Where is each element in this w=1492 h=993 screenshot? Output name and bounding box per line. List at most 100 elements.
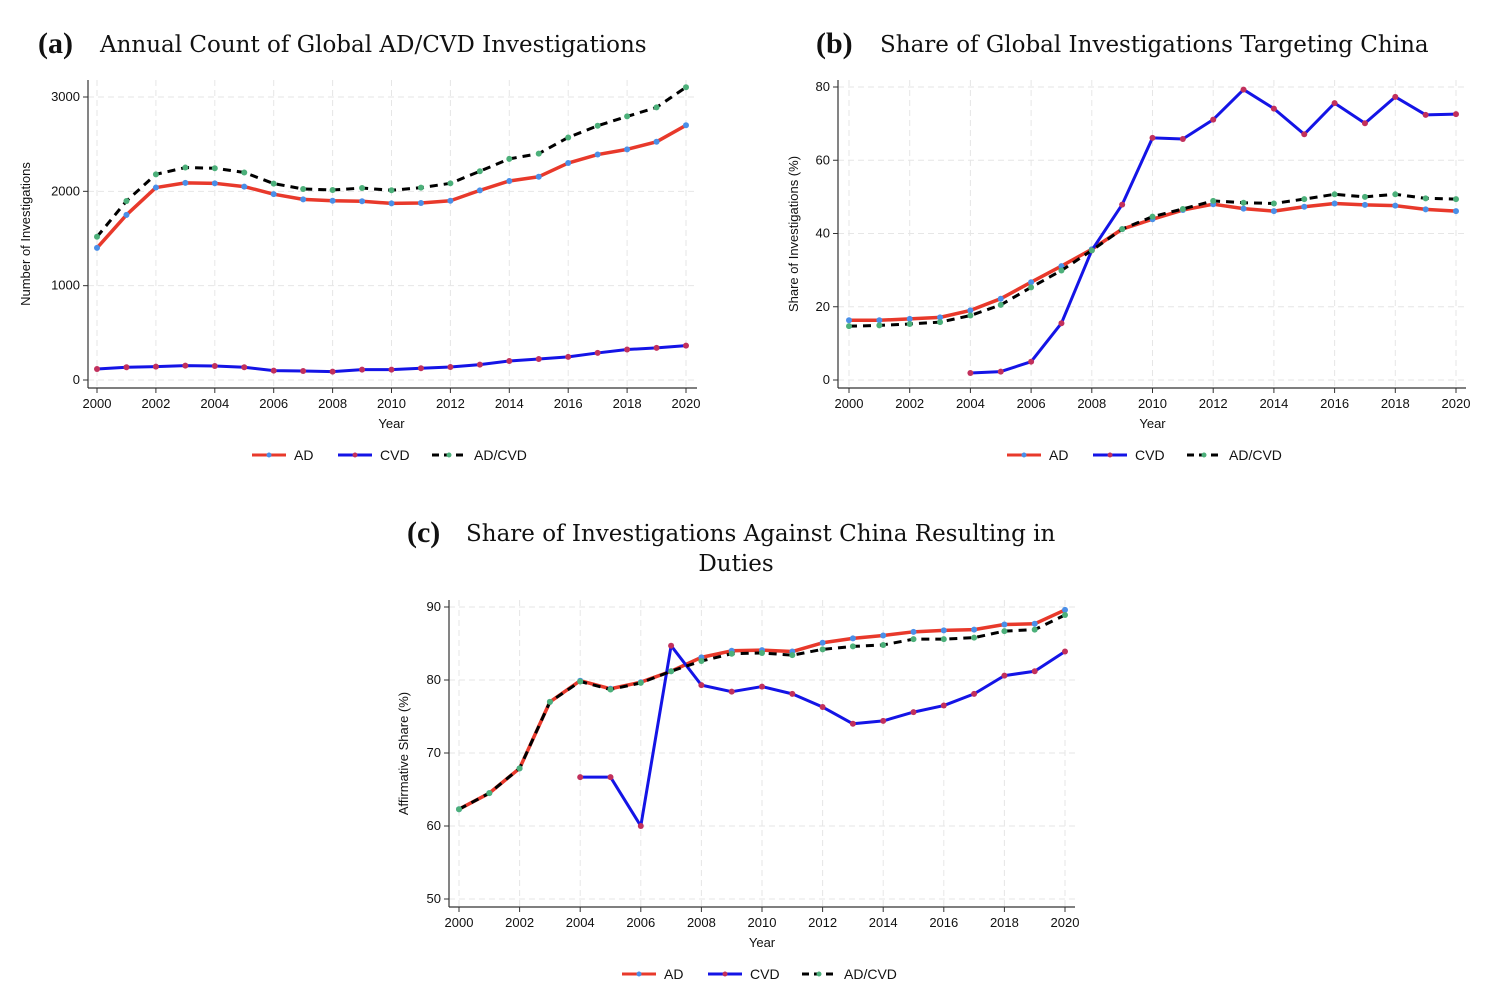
- data-point-ad: [1062, 606, 1068, 613]
- x-tick-label: 2010: [377, 396, 406, 411]
- data-point-cvd: [997, 368, 1004, 375]
- x-tick-label: 2004: [956, 396, 985, 411]
- data-point-ad-cvd: [607, 686, 614, 693]
- data-point-cvd: [789, 690, 796, 697]
- legend-label: AD/CVD: [844, 966, 897, 982]
- data-point-ad-cvd: [241, 169, 248, 176]
- legend: AD CVD AD/CVD: [622, 966, 897, 982]
- x-tick-label: 2010: [1138, 396, 1167, 411]
- data-point-ad-cvd: [967, 312, 974, 319]
- data-point-ad-cvd: [1270, 200, 1277, 207]
- data-point-cvd: [819, 704, 826, 711]
- data-point-cvd: [1210, 116, 1217, 123]
- data-point-ad-cvd: [329, 187, 336, 194]
- data-point-cvd: [476, 361, 483, 368]
- data-point-ad-cvd: [789, 652, 796, 659]
- data-point-ad: [967, 307, 974, 314]
- data-point-ad: [241, 183, 248, 190]
- data-point-cvd: [1361, 120, 1368, 127]
- x-tick-label: 2000: [835, 396, 864, 411]
- y-tick-label: 3000: [51, 89, 80, 104]
- data-point-cvd: [1058, 320, 1065, 327]
- data-point-ad-cvd: [456, 806, 462, 813]
- data-point-ad-cvd: [300, 185, 307, 192]
- legend-label: AD/CVD: [474, 447, 527, 463]
- data-point-ad: [329, 197, 336, 204]
- data-point-ad: [1361, 201, 1368, 208]
- data-point-cvd: [329, 368, 336, 375]
- data-point-cvd: [447, 363, 454, 370]
- data-point-ad-cvd: [906, 320, 913, 327]
- data-point-ad-cvd: [516, 765, 523, 772]
- series-line-ad-cvd: [848, 192, 1457, 328]
- data-point-ad-cvd: [94, 233, 100, 240]
- x-tick-label: 2014: [495, 396, 524, 411]
- data-point-cvd: [1149, 134, 1156, 141]
- panel-c-title-line2: Duties: [698, 551, 773, 577]
- data-point-ad-cvd: [359, 185, 366, 192]
- legend-label: CVD: [1135, 447, 1165, 463]
- data-point-cvd: [653, 344, 660, 351]
- data-point-ad-cvd: [971, 634, 978, 641]
- data-point-ad: [1240, 205, 1247, 212]
- legend-marker: [352, 452, 358, 458]
- data-point-ad: [535, 173, 542, 180]
- data-point-ad-cvd: [123, 198, 130, 205]
- data-point-cvd: [594, 349, 601, 356]
- data-point-ad: [388, 200, 395, 207]
- data-point-ad: [683, 122, 689, 129]
- data-point-ad-cvd: [1210, 197, 1217, 204]
- data-point-ad: [1270, 208, 1277, 215]
- x-tick-label: 2018: [1381, 396, 1410, 411]
- panel-b-label: (b): [816, 27, 853, 60]
- panel-b-plot: 2000 2002 2004 2006 2008 2010 2012 2014 2016 2018…: [786, 79, 1470, 463]
- data-point-ad-cvd: [876, 322, 883, 329]
- data-point-cvd: [1028, 358, 1035, 365]
- data-point-cvd: [698, 682, 705, 689]
- x-tick-label: 2002: [141, 396, 170, 411]
- panel-a-title: Annual Count of Global AD/CVD Investigat…: [99, 32, 647, 58]
- data-point-cvd: [359, 366, 366, 373]
- x-tick-label: 2014: [869, 915, 898, 930]
- data-point-cvd: [1119, 201, 1126, 208]
- x-tick-label: 2014: [1259, 396, 1288, 411]
- data-point-ad: [359, 198, 366, 205]
- y-tick-label: 60: [427, 818, 441, 833]
- data-point-ad-cvd: [1301, 196, 1308, 203]
- y-tick-label: 50: [427, 891, 441, 906]
- x-tick-label: 2002: [895, 396, 924, 411]
- x-tick-label: 2016: [554, 396, 583, 411]
- data-point-ad-cvd: [1240, 199, 1247, 206]
- y-tick-label: 1000: [51, 278, 80, 293]
- data-point-ad: [94, 244, 100, 251]
- data-point-cvd: [211, 362, 218, 369]
- legend-label: AD: [294, 447, 313, 463]
- legend: AD CVD AD/CVD: [252, 447, 527, 463]
- data-point-ad: [506, 177, 513, 184]
- data-point-cvd: [270, 367, 277, 374]
- legend-marker: [446, 452, 452, 458]
- data-point-cvd: [1001, 672, 1008, 679]
- data-point-ad-cvd: [1392, 191, 1399, 198]
- legend-marker: [1107, 452, 1113, 458]
- data-point-ad: [997, 295, 1004, 302]
- x-tick-label: 2002: [505, 915, 534, 930]
- data-point-ad: [182, 179, 189, 186]
- x-tick-label: 2008: [1077, 396, 1106, 411]
- data-point-ad-cvd: [1179, 205, 1186, 212]
- x-tick-label: 2016: [929, 915, 958, 930]
- data-point-ad-cvd: [940, 636, 947, 643]
- data-point-ad-cvd: [653, 104, 660, 111]
- data-point-ad-cvd: [388, 187, 395, 194]
- y-tick-label: 60: [816, 152, 830, 167]
- data-point-ad-cvd: [546, 698, 553, 705]
- data-point-ad-cvd: [476, 168, 483, 175]
- data-point-ad-cvd: [637, 679, 644, 686]
- data-point-cvd: [683, 342, 689, 349]
- data-point-cvd: [123, 364, 130, 371]
- data-point-ad-cvd: [594, 122, 601, 129]
- data-point-ad-cvd: [819, 646, 826, 653]
- data-point-cvd: [1270, 105, 1277, 112]
- data-point-cvd: [535, 355, 542, 362]
